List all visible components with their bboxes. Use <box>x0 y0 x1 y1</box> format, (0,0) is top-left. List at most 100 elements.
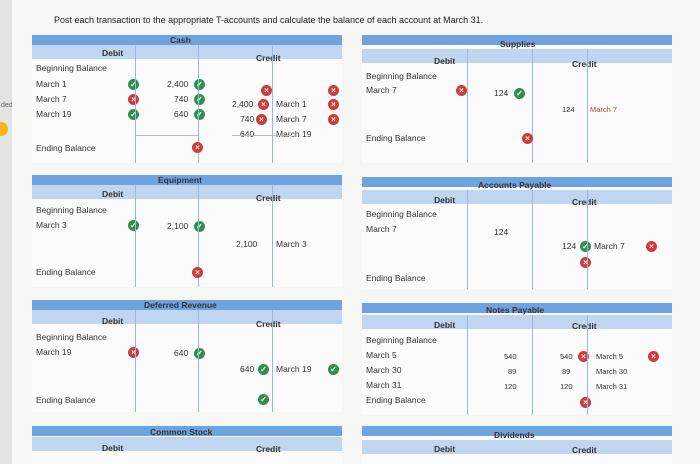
notes-payable-title: Notes Payable <box>486 305 545 315</box>
x-icon: × <box>522 133 533 144</box>
deferred-revenue-credit-value[interactable]: 640 <box>240 364 255 374</box>
equipment-debit-date[interactable]: March 3 <box>36 220 67 230</box>
sidebar-fragment: ded <box>1 102 13 109</box>
check-icon: ✓ <box>258 364 269 375</box>
check-icon: ✓ <box>128 79 139 90</box>
debit-header: Debit <box>434 444 456 454</box>
supplies-debit-date[interactable]: March 7 <box>366 85 397 95</box>
x-icon: × <box>192 267 203 278</box>
accounts-payable-debit-value[interactable]: 124 <box>494 227 509 237</box>
notes-payable-debit-value[interactable]: 120 <box>504 382 517 391</box>
x-icon: × <box>580 397 591 408</box>
worksheet: Post each transaction to the appropriate… <box>12 0 700 464</box>
beginning-balance-label: Beginning Balance <box>366 335 437 345</box>
ending-balance-label: Ending Balance <box>36 395 96 405</box>
equipment-credit-value[interactable]: 2,100 <box>236 239 258 249</box>
dividends-t-account: Dividends Debit Credit <box>362 426 672 464</box>
supplies-credit-date[interactable]: March 7 <box>590 105 618 114</box>
credit-header: Credit <box>572 197 597 207</box>
notes-payable-debit-value[interactable]: 89 <box>508 367 517 376</box>
dividends-title: Dividends <box>494 430 535 440</box>
cash-debit-value[interactable]: 640 <box>174 109 189 119</box>
x-icon: × <box>328 99 339 110</box>
ending-balance-label: Ending Balance <box>366 395 426 405</box>
notes-payable-t-account: Notes Payable Debit Credit Beginning Bal… <box>362 303 672 415</box>
debit-header: Debit <box>102 316 124 326</box>
notes-payable-debit-date[interactable]: March 5 <box>366 350 397 360</box>
supplies-credit-value[interactable]: 124 <box>562 105 575 114</box>
notes-payable-credit-value[interactable]: 120 <box>560 382 573 391</box>
cash-debit-date[interactable]: March 7 <box>36 94 67 104</box>
x-icon: × <box>328 85 339 96</box>
notes-payable-debit-value[interactable]: 540 <box>504 352 517 361</box>
x-icon: × <box>328 114 339 125</box>
credit-header: Credit <box>256 193 281 203</box>
deferred-revenue-t-account: Deferred Revenue Debit Credit Beginning … <box>32 300 342 412</box>
cash-credit-value[interactable]: 740 <box>240 114 255 124</box>
check-icon: ✓ <box>194 221 205 232</box>
check-icon: ✓ <box>128 220 139 231</box>
accounts-payable-t-account: Accounts Payable Debit Credit Beginning … <box>362 177 672 289</box>
equipment-debit-value[interactable]: 2,100 <box>167 221 189 231</box>
beginning-balance-label: Beginning Balance <box>366 71 437 81</box>
debit-header: Debit <box>434 320 456 330</box>
beginning-balance-label: Beginning Balance <box>36 205 107 215</box>
cash-credit-value[interactable]: 2,400 <box>232 99 254 109</box>
cash-credit-value[interactable]: 640 <box>240 129 255 139</box>
cash-debit-date[interactable]: March 19 <box>36 109 72 119</box>
check-icon: ✓ <box>194 94 205 105</box>
yellow-indicator-icon <box>0 122 8 136</box>
x-icon: × <box>192 142 203 153</box>
cash-debit-value[interactable]: 740 <box>174 94 189 104</box>
left-sidebar-strip <box>0 0 12 464</box>
accounts-payable-debit-date[interactable]: March 7 <box>366 224 397 234</box>
x-icon: × <box>128 347 139 358</box>
notes-payable-credit-value[interactable]: 540 <box>560 352 573 361</box>
equipment-title: Equipment <box>158 175 202 185</box>
notes-payable-credit-value[interactable]: 89 <box>562 367 571 376</box>
debit-header: Debit <box>434 195 456 205</box>
common-stock-title: Common Stock <box>150 427 213 437</box>
deferred-revenue-credit-date[interactable]: March 19 <box>276 364 312 374</box>
x-icon: × <box>646 241 657 252</box>
deferred-revenue-debit-date[interactable]: March 19 <box>36 347 72 357</box>
debit-header: Debit <box>434 56 456 66</box>
x-icon: × <box>456 85 467 96</box>
notes-payable-debit-date[interactable]: March 30 <box>366 365 402 375</box>
cash-debit-date[interactable]: March 1 <box>36 79 67 89</box>
notes-payable-credit-date[interactable]: March 31 <box>596 382 628 391</box>
notes-payable-credit-date[interactable]: March 5 <box>596 352 624 361</box>
x-icon: × <box>256 114 267 125</box>
credit-header: Credit <box>256 53 281 63</box>
x-icon: × <box>578 351 589 362</box>
cash-credit-date[interactable]: March 19 <box>276 129 312 139</box>
accounts-payable-credit-date[interactable]: March 7 <box>594 241 625 251</box>
instructions: Post each transaction to the appropriate… <box>54 15 484 25</box>
notes-payable-debit-date[interactable]: March 31 <box>366 380 402 390</box>
cash-credit-date[interactable]: March 7 <box>276 114 307 124</box>
credit-header: Credit <box>256 444 281 454</box>
check-icon: ✓ <box>328 364 339 375</box>
supplies-debit-value[interactable]: 124 <box>494 88 509 98</box>
credit-header: Credit <box>572 59 597 69</box>
check-icon: ✓ <box>194 79 205 90</box>
accounts-payable-title: Accounts Payable <box>478 180 552 190</box>
accounts-payable-credit-value[interactable]: 124 <box>562 241 577 251</box>
check-icon: ✓ <box>194 348 205 359</box>
x-icon: × <box>258 99 269 110</box>
credit-header: Credit <box>572 321 597 331</box>
cash-t-account: Cash Debit Credit Beginning Balance Marc… <box>32 35 342 163</box>
check-icon: ✓ <box>258 394 269 405</box>
credit-header: Credit <box>572 445 597 455</box>
debit-header: Debit <box>102 189 124 199</box>
cash-debit-value[interactable]: 2,400 <box>167 79 189 89</box>
equipment-credit-date[interactable]: March 3 <box>276 239 307 249</box>
ending-balance-label: Ending Balance <box>36 267 96 277</box>
credit-header: Credit <box>256 319 281 329</box>
notes-payable-credit-date[interactable]: March 30 <box>596 367 628 376</box>
check-icon: ✓ <box>194 109 205 120</box>
deferred-revenue-debit-value[interactable]: 640 <box>174 348 189 358</box>
cash-credit-date[interactable]: March 1 <box>276 99 307 109</box>
x-icon: × <box>128 94 139 105</box>
equipment-t-account: Equipment Debit Credit Beginning Balance… <box>32 175 342 287</box>
